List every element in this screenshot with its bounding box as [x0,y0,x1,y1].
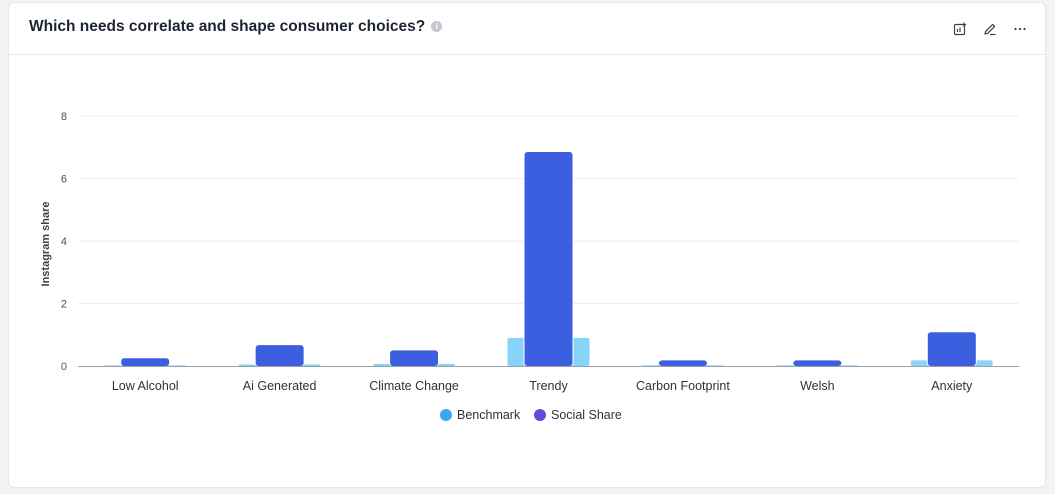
card-header: Which needs correlate and shape consumer… [9,3,1045,55]
pencil-icon [984,23,996,36]
y-axis-label: Instagram share [40,202,52,287]
y-tick-label: 2 [61,299,67,311]
social-share-bar [121,358,170,366]
chart-add-icon [953,22,966,36]
y-tick-label: 4 [61,236,67,248]
chart-title: Which needs correlate and shape consumer… [29,18,443,36]
info-icon[interactable]: i [431,21,443,33]
more-button[interactable] [1011,20,1029,38]
legend-swatch [440,409,452,421]
legend-item: Social Share [551,408,622,422]
x-tick-label: Welsh [800,379,835,393]
x-tick-label: Anxiety [931,379,973,393]
legend-item: Benchmark [457,408,521,422]
legend-swatch [534,409,546,421]
y-tick-label: 0 [61,361,67,373]
social-share-bar [658,360,707,366]
bar-chart: 0 2 4 6 8 Instagram share Low Alcohol Ai Genera… [40,111,1019,422]
x-tick-label: Low Alcohol [112,379,179,393]
edit-button[interactable] [981,20,999,38]
chart-title-text: Which needs correlate and shape consumer… [29,18,426,35]
social-share-bar [793,360,842,366]
social-share-bar [524,151,573,366]
chart-area: 0 2 4 6 8 Instagram share Low Alcohol Ai Genera… [9,55,1047,489]
chart-card: Which needs correlate and shape consumer… [8,2,1046,488]
social-share-bar [255,345,304,366]
x-tick-label: Carbon Footprint [636,379,730,393]
chart-settings-button[interactable] [951,20,969,38]
x-tick-label: Ai Generated [243,379,317,393]
header-actions [951,20,1029,38]
x-tick-label: Trendy [529,379,568,393]
ellipsis-icon [1014,27,1026,31]
y-tick-label: 6 [61,174,67,186]
x-tick-label: Climate Change [369,379,459,393]
social-share-bar [927,332,976,366]
social-share-bar [390,350,439,366]
y-tick-label: 8 [61,111,67,123]
